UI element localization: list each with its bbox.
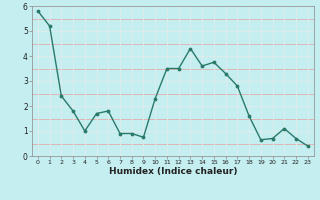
X-axis label: Humidex (Indice chaleur): Humidex (Indice chaleur) [108,167,237,176]
